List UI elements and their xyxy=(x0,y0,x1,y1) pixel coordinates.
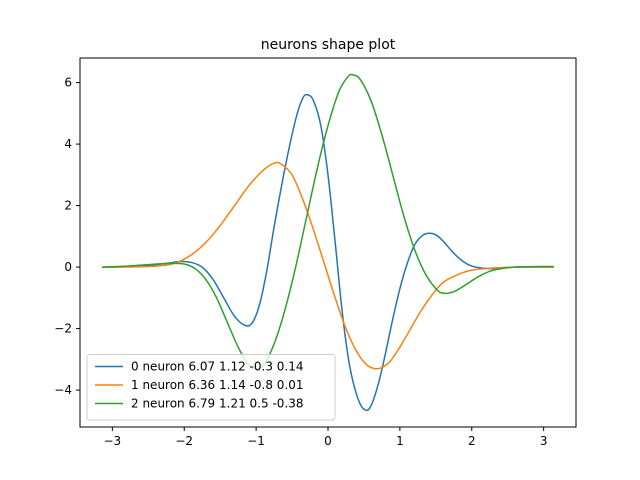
series-line-1 xyxy=(102,161,554,370)
series-line-0 xyxy=(102,93,554,412)
x-tick-label-3: 0 xyxy=(324,434,332,448)
y-tick-label-4: 4 xyxy=(64,137,72,151)
x-tick-label-4: 1 xyxy=(396,434,404,448)
x-tick-label-2: −1 xyxy=(247,434,265,448)
legend-label-2: 2 neuron 6.79 1.21 0.5 -0.38 xyxy=(131,397,304,411)
series-layer xyxy=(102,73,554,412)
legend-box xyxy=(86,354,336,421)
series-line-2 xyxy=(102,73,554,370)
y-tick-label-5: 6 xyxy=(64,76,72,90)
y-tick-label-1: −2 xyxy=(54,322,72,336)
x-tick-label-5: 2 xyxy=(468,434,476,448)
legend-label-1: 1 neuron 6.36 1.14 -0.8 0.01 xyxy=(131,378,304,392)
chart-title: neurons shape plot xyxy=(261,37,396,53)
x-tick-label-6: 3 xyxy=(540,434,548,448)
y-tick-label-2: 0 xyxy=(64,260,72,274)
x-tick-label-1: −2 xyxy=(175,434,193,448)
legend-label-0: 0 neuron 6.07 1.12 -0.3 0.14 xyxy=(131,360,304,374)
x-tick-label-0: −3 xyxy=(103,434,121,448)
y-axis: −4 −2 0 2 4 6 xyxy=(54,76,80,397)
y-tick-label-0: −4 xyxy=(54,383,72,397)
legend: 0 neuron 6.07 1.12 -0.3 0.14 1 neuron 6.3… xyxy=(86,354,336,421)
y-tick-label-3: 2 xyxy=(64,199,72,213)
x-axis: −3 −2 −1 0 1 2 3 xyxy=(103,427,547,448)
